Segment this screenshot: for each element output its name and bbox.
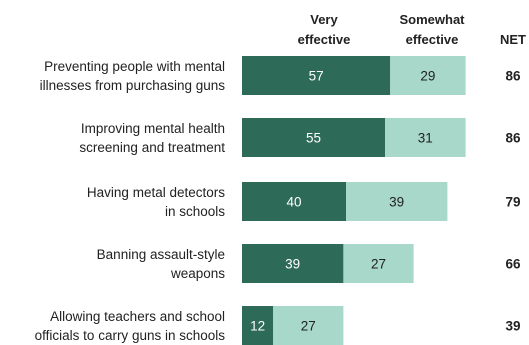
bar-very-effective-2 — [242, 182, 346, 221]
header-very-effective-line1: Very — [310, 12, 338, 27]
bar-somewhat-effective-4 — [273, 306, 344, 345]
value-somewhat-effective-0: 29 — [420, 69, 435, 84]
category-label-3-line-1: weapons — [170, 266, 225, 281]
value-very-effective-0: 57 — [309, 69, 324, 84]
value-very-effective-3: 39 — [285, 257, 300, 272]
value-very-effective-2: 40 — [286, 195, 301, 210]
category-label-4-line-0: Allowing teachers and school — [50, 309, 225, 324]
category-label-1-line-0: Improving mental health — [81, 121, 225, 136]
value-net-4: 39 — [505, 319, 520, 334]
category-label-0-line-1: illnesses from purchasing guns — [40, 78, 226, 93]
category-label-3-line-0: Banning assault-style — [97, 247, 225, 262]
header-somewhat-effective-line1: Somewhat — [399, 12, 465, 27]
category-label-2-line-0: Having metal detectors — [87, 185, 225, 200]
header-somewhat-effective-line2: effective — [406, 32, 459, 47]
bar-very-effective-0 — [242, 56, 391, 95]
value-net-1: 86 — [505, 131, 521, 146]
value-somewhat-effective-1: 31 — [418, 131, 433, 146]
bar-somewhat-effective-3 — [343, 244, 414, 283]
bar-very-effective-1 — [242, 118, 385, 157]
header-net: NET — [500, 32, 526, 47]
bar-very-effective-3 — [242, 244, 344, 283]
value-somewhat-effective-3: 27 — [371, 257, 386, 272]
value-very-effective-1: 55 — [306, 131, 321, 146]
value-net-3: 66 — [505, 257, 521, 272]
value-net-0: 86 — [505, 69, 521, 84]
bar-somewhat-effective-0 — [390, 56, 466, 95]
bar-very-effective-4 — [242, 306, 274, 345]
category-label-2-line-1: in schools — [165, 204, 225, 219]
header-very-effective-line2: effective — [298, 32, 351, 47]
value-very-effective-4: 12 — [250, 319, 265, 334]
value-somewhat-effective-2: 39 — [389, 195, 404, 210]
value-net-2: 79 — [505, 195, 520, 210]
category-label-0-line-0: Preventing people with mental — [44, 59, 225, 74]
bar-somewhat-effective-1 — [385, 118, 466, 157]
category-label-1-line-1: screening and treatment — [79, 140, 225, 155]
category-label-4-line-1: officials to carry guns in schools — [35, 328, 226, 343]
value-somewhat-effective-4: 27 — [301, 319, 316, 334]
bar-somewhat-effective-2 — [346, 182, 448, 221]
